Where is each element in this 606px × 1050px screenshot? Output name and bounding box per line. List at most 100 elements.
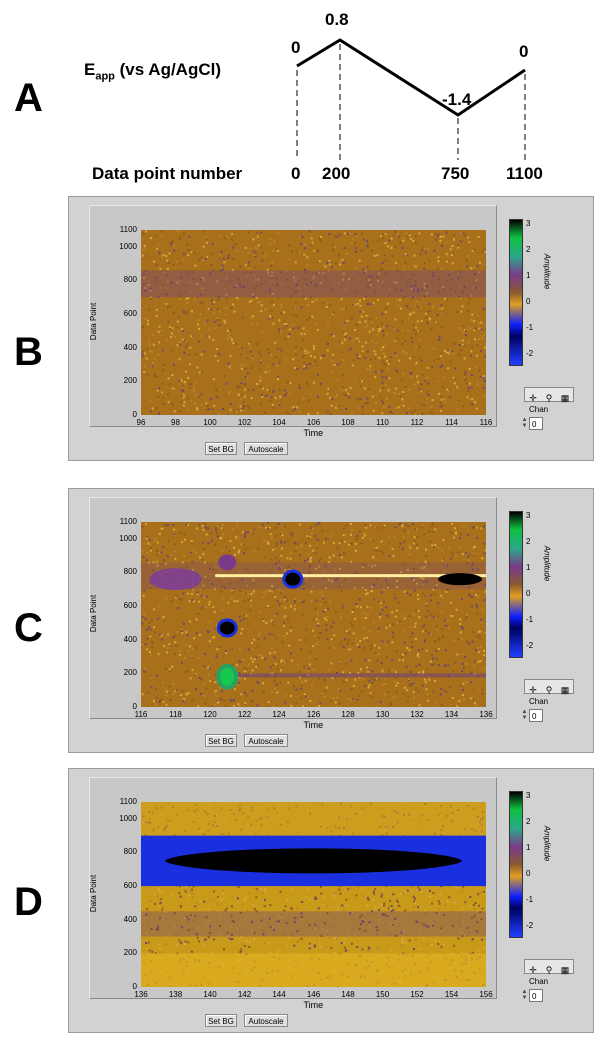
panel-d-xtick-4: 144 bbox=[272, 990, 286, 999]
panel-c-chan-input[interactable]: 0 bbox=[529, 709, 543, 722]
panel-b-ytick-6: 1100 bbox=[119, 225, 137, 234]
panel-c-ytick-5: 1000 bbox=[119, 533, 137, 543]
panel-b-ytick-4: 800 bbox=[123, 275, 137, 285]
panel-d-ytick-5: 1000 bbox=[119, 813, 137, 823]
panel-d-xtick-2: 140 bbox=[203, 990, 217, 999]
panel-c-autoscale-button[interactable]: Autoscale bbox=[244, 734, 288, 747]
panel-c-ytick-4: 800 bbox=[123, 567, 137, 577]
panel-c-pan-icon[interactable]: ▦ bbox=[560, 685, 570, 695]
panel-b-cbar-tick-1: 2 bbox=[526, 245, 531, 254]
panel-d-cbar-tick-4: -1 bbox=[526, 895, 534, 904]
panel-c-cbar-tick-1: 2 bbox=[526, 537, 531, 546]
panel-c-feature-3 bbox=[282, 569, 304, 589]
panel-b-xtick-0: 96 bbox=[136, 418, 146, 427]
panel-c-cbar-tick-5: -2 bbox=[526, 641, 534, 650]
panel-c-chan-spinner[interactable]: ▲ ▼ bbox=[521, 709, 528, 721]
potential-label-end: 0 bbox=[519, 42, 529, 61]
panel-d-chan-input[interactable]: 0 bbox=[529, 989, 543, 1002]
panel-c-xtick-0: 116 bbox=[134, 710, 148, 719]
panel-b-chan-label: Chan bbox=[529, 405, 549, 414]
panel-c-cursor-icon[interactable]: ✛ bbox=[529, 685, 537, 695]
panel-d-cbar-tick-3: 0 bbox=[526, 869, 531, 878]
panel-b-heatmap bbox=[141, 230, 486, 415]
panel-c-cbar-tick-4: -1 bbox=[526, 615, 534, 624]
panel-b-graph-palette[interactable]: ✛ ⚲ ▦ bbox=[524, 387, 574, 403]
panel-c-yaxis-label: Data Point bbox=[89, 594, 99, 632]
panel-c-xtick-3: 122 bbox=[237, 710, 252, 719]
panel-b-ytick-3: 600 bbox=[123, 309, 137, 319]
panel-b-xtick-10: 116 bbox=[479, 418, 493, 427]
panel-c-xtick-4: 124 bbox=[272, 710, 286, 719]
panel-d-colorbar-label: Amplitude bbox=[542, 825, 552, 862]
panel-b-zoom-icon[interactable]: ⚲ bbox=[545, 393, 553, 403]
panel-c-heatmap bbox=[141, 522, 486, 707]
panel-c-xtick-10: 136 bbox=[479, 710, 493, 719]
panel-c-set-bg-button[interactable]: Set BG bbox=[205, 734, 237, 747]
dp-tick-200: 200 bbox=[322, 164, 351, 183]
panel-c-cbar-tick-3: 0 bbox=[526, 589, 531, 598]
panel-b: 0 200 400 600 800 1000 1100 96 98 100 102 104 106 108… bbox=[68, 196, 594, 461]
eapp-label: Eapp (vs Ag/AgCl) bbox=[84, 60, 221, 83]
panel-d-cbar-tick-2: 1 bbox=[526, 843, 531, 852]
panel-b-set-bg-button[interactable]: Set BG bbox=[205, 442, 237, 455]
panel-b-cbar-tick-3: 0 bbox=[526, 297, 531, 306]
panel-d-xtick-7: 150 bbox=[375, 990, 390, 999]
panel-c-graph-palette[interactable]: ✛ ⚲ ▦ bbox=[524, 679, 574, 695]
panel-b-ytick-5: 1000 bbox=[119, 241, 137, 251]
panel-label-d: D bbox=[14, 880, 43, 924]
panel-c-zoom-icon[interactable]: ⚲ bbox=[545, 685, 553, 695]
panel-c-chan-label: Chan bbox=[529, 697, 549, 706]
panel-d-xtick-0: 136 bbox=[134, 990, 148, 999]
waveform-line bbox=[296, 38, 526, 117]
panel-d-yaxis-label: Data Point bbox=[89, 874, 99, 912]
panel-d-xtick-1: 138 bbox=[168, 990, 183, 999]
panel-b-xtick-1: 98 bbox=[171, 418, 180, 427]
panel-b-pan-icon[interactable]: ▦ bbox=[560, 393, 570, 403]
panel-d-xaxis-label: Time bbox=[303, 1000, 324, 1010]
waveform-plot bbox=[296, 38, 526, 160]
panel-d-autoscale-button[interactable]: Autoscale bbox=[244, 1014, 288, 1027]
panel-c-xtick-2: 120 bbox=[203, 710, 217, 719]
panel-d-ytick-4: 800 bbox=[123, 847, 137, 857]
panel-c-colorbar-label: Amplitude bbox=[542, 545, 552, 582]
panel-b-chan-spinner[interactable]: ▲ ▼ bbox=[521, 417, 528, 429]
panel-d-ytick-0: 0 bbox=[132, 982, 137, 991]
panel-d-zoom-icon[interactable]: ⚲ bbox=[545, 965, 553, 975]
dp-tick-1100: 1100 bbox=[506, 164, 543, 183]
panel-c-xtick-9: 134 bbox=[444, 710, 459, 719]
panel-c-cbar-tick-0: 3 bbox=[526, 511, 531, 520]
panel-c-xtick-7: 130 bbox=[375, 710, 390, 719]
panel-b-ytick-1: 200 bbox=[123, 376, 137, 386]
panel-label-b: B bbox=[14, 330, 43, 374]
panel-b-xtick-8: 112 bbox=[410, 418, 424, 427]
panel-b-cursor-icon[interactable]: ✛ bbox=[529, 393, 537, 403]
panel-c-ytick-1: 200 bbox=[123, 668, 137, 678]
panel-b-colorbar-label: Amplitude bbox=[542, 253, 552, 290]
panel-label-a: A bbox=[14, 76, 43, 120]
panel-d-xtick-5: 146 bbox=[306, 990, 321, 999]
panel-c-feature-4 bbox=[438, 573, 483, 586]
panel-b-xtick-5: 106 bbox=[306, 418, 321, 427]
panel-c-xtick-8: 132 bbox=[410, 710, 424, 719]
panel-c-feature-0 bbox=[216, 663, 239, 690]
panel-d-xtick-10: 156 bbox=[479, 990, 493, 999]
panel-d-pan-icon[interactable]: ▦ bbox=[560, 965, 570, 975]
panel-d-xtick-8: 152 bbox=[410, 990, 424, 999]
panel-b-cbar-tick-0: 3 bbox=[526, 219, 531, 228]
panel-b-cbar-tick-2: 1 bbox=[526, 271, 531, 280]
panel-d-graph-palette[interactable]: ✛ ⚲ ▦ bbox=[524, 959, 574, 975]
panel-d-chan-label: Chan bbox=[529, 977, 549, 986]
panel-d-cbar-tick-5: -2 bbox=[526, 921, 534, 930]
panel-b-autoscale-button[interactable]: Autoscale bbox=[244, 442, 288, 455]
panel-d-set-bg-button[interactable]: Set BG bbox=[205, 1014, 237, 1027]
panel-b-cbar-tick-4: -1 bbox=[526, 323, 534, 332]
panel-d-cbar-tick-1: 2 bbox=[526, 817, 531, 826]
panel-b-chan-input[interactable]: 0 bbox=[529, 417, 543, 430]
potential-label-min: -1.4 bbox=[442, 90, 472, 109]
panel-c-feature-1 bbox=[216, 618, 238, 638]
panel-d-cursor-icon[interactable]: ✛ bbox=[529, 965, 537, 975]
panel-d-ytick-6: 1100 bbox=[119, 797, 137, 806]
panel-d-heatmap bbox=[141, 802, 486, 987]
panel-d-chan-spinner[interactable]: ▲ ▼ bbox=[521, 989, 528, 1001]
panel-d-ytick-3: 600 bbox=[123, 881, 137, 891]
